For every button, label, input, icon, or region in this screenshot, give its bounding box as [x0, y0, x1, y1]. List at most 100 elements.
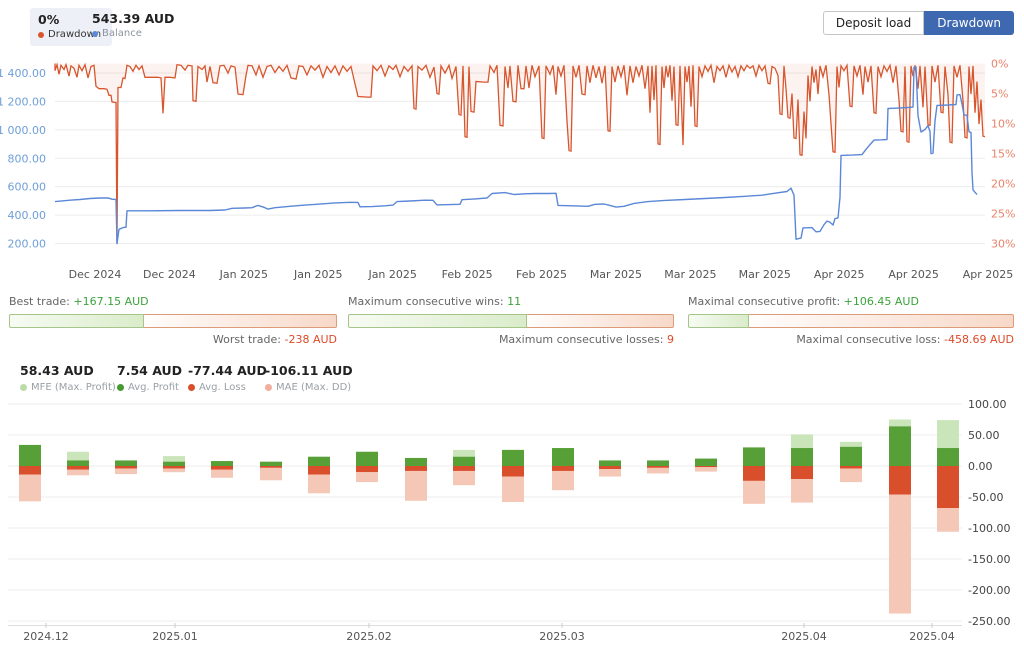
- loss-bar: [260, 466, 282, 468]
- mae-bar: [19, 474, 41, 502]
- profit-bar: [356, 451, 378, 466]
- profit-bar: [453, 456, 475, 466]
- loss-bar: [937, 466, 959, 509]
- max-wins-label: Maximum consecutive wins:: [348, 295, 504, 308]
- consecutive-wins-panel: Maximum consecutive wins: 11 Maximum con…: [348, 295, 674, 346]
- mae-dot-icon: [265, 384, 272, 391]
- gauge-green-segment: [9, 314, 145, 328]
- balance-summary: 543.39 AUD Balance: [92, 11, 174, 40]
- mae-bar: [67, 469, 89, 476]
- metric-mae: -106.11 AUD MAE (Max. DD): [265, 363, 353, 393]
- metric-mfe: 58.43 AUD MFE (Max. Profit): [20, 363, 116, 393]
- mfe-bar: [791, 434, 813, 449]
- mae-bar: [552, 470, 574, 491]
- avg-loss-value: -77.44 AUD: [188, 363, 267, 378]
- left-axis-tick: 400.00: [8, 209, 47, 222]
- profit-bar: [840, 446, 862, 466]
- loss-bar: [405, 466, 427, 471]
- deposit-load-button[interactable]: Deposit load: [822, 11, 925, 35]
- left-axis-tick: 1 400.00: [0, 67, 46, 80]
- profit-bar: [647, 460, 669, 466]
- left-axis-tick: 600.00: [8, 181, 47, 194]
- profit-bar: [791, 448, 813, 466]
- right-axis-tick: -150.00: [968, 553, 1010, 566]
- loss-bar: [356, 466, 378, 473]
- left-axis-tick: 200.00: [8, 238, 47, 251]
- right-axis-tick: 0.00: [968, 460, 993, 473]
- loss-bar: [840, 466, 862, 469]
- drawdown-button[interactable]: Drawdown: [924, 11, 1014, 35]
- mfe-bar: [163, 456, 185, 462]
- loss-bar: [552, 466, 574, 471]
- profit-bar: [260, 461, 282, 466]
- max-profit-label: Maximal consecutive profit:: [688, 295, 841, 308]
- monthly-profit-chart[interactable]: 100.00 50.00 0.00 -50.00 -100.00 -150.00 -200.…: [0, 395, 1024, 630]
- stat-gauge: [9, 314, 337, 328]
- max-losses-label: Maximum consecutive losses:: [498, 333, 664, 346]
- x-axis-label: Apr 2025: [813, 268, 865, 281]
- loss-bar: [599, 466, 621, 470]
- mae-bar: [743, 480, 765, 504]
- profit-bar: [19, 444, 41, 466]
- main-chart-x-axis: Dec 2024 Dec 2024 Jan 2025 Jan 2025 Jan 2025…: [0, 268, 1024, 284]
- drawdown-dot-icon: [38, 31, 44, 38]
- drawdown-badge-label: Drawdown: [48, 29, 102, 40]
- x-axis-label: Mar 2025: [589, 268, 643, 281]
- stat-gauge: [348, 314, 674, 328]
- drawdown-badge: 0% Drawdown: [30, 8, 113, 46]
- mae-bar: [405, 470, 427, 501]
- profit-bar: [599, 460, 621, 466]
- metric-avg-profit: 7.54 AUD Avg. Profit: [117, 363, 182, 393]
- max-loss-value: -458.69 AUD: [943, 333, 1014, 346]
- loss-bar: [308, 466, 330, 475]
- profit-bar: [743, 447, 765, 466]
- max-profit-value: +106.45 AUD: [843, 295, 919, 308]
- loss-bar: [19, 466, 41, 475]
- drawdown-line: [54, 62, 986, 244]
- mfe-bar: [889, 419, 911, 427]
- right-axis-tick: -50.00: [968, 491, 1003, 504]
- x-axis-label: Dec 2024: [143, 268, 196, 281]
- consecutive-profit-panel: Maximal consecutive profit: +106.45 AUD …: [688, 295, 1014, 346]
- profit-bar: [405, 457, 427, 466]
- gauge-red-segment: [144, 314, 337, 328]
- mae-bar: [937, 508, 959, 532]
- max-losses-value: 9: [667, 333, 674, 346]
- mae-bar: [163, 468, 185, 473]
- mfe-bar: [937, 420, 959, 449]
- profit-bar: [115, 460, 137, 466]
- profit-bar: [889, 426, 911, 466]
- left-axis-tick: 1 000.00: [0, 124, 46, 137]
- stat-gauge: [688, 314, 1014, 328]
- loss-bar: [163, 466, 185, 469]
- x-axis-label: 2024.12: [23, 630, 69, 643]
- balance-drawdown-chart[interactable]: 1 400.00 1 200.00 1 000.00 800.00 600.00 400.…: [0, 55, 1024, 258]
- mae-value: -106.11 AUD: [265, 363, 353, 378]
- mae-bar: [791, 479, 813, 503]
- avg-profit-label: Avg. Profit: [128, 382, 179, 393]
- mfe-bar: [67, 451, 89, 461]
- worst-trade-value: -238 AUD: [284, 333, 337, 346]
- right-axis-tick: 10%: [991, 118, 1015, 131]
- profit-bar: [502, 449, 524, 466]
- bottom-chart-x-axis: 2024.12 2025.01 2025.02 2025.03 2025.04 2025.…: [0, 630, 1024, 646]
- mae-bar: [695, 467, 717, 472]
- mae-bar: [647, 467, 669, 474]
- mfe-bar: [840, 441, 862, 447]
- mae-bar: [115, 468, 137, 475]
- mae-label: MAE (Max. DD): [276, 382, 352, 393]
- loss-bar: [115, 466, 137, 469]
- right-axis-tick: 25%: [991, 208, 1015, 221]
- x-axis-label: Jan 2025: [219, 268, 269, 281]
- avg-profit-value: 7.54 AUD: [117, 363, 183, 378]
- loss-bar: [743, 466, 765, 481]
- x-axis-label: Dec 2024: [68, 268, 122, 281]
- right-axis-tick: 20%: [991, 178, 1015, 191]
- x-axis-label: 2025.04: [781, 630, 827, 643]
- max-wins-value: 11: [507, 295, 522, 308]
- x-axis-label: Apr 2025: [888, 268, 939, 281]
- mae-bar: [211, 469, 233, 478]
- mae-bar: [453, 470, 475, 486]
- avg-profit-dot-icon: [117, 384, 124, 391]
